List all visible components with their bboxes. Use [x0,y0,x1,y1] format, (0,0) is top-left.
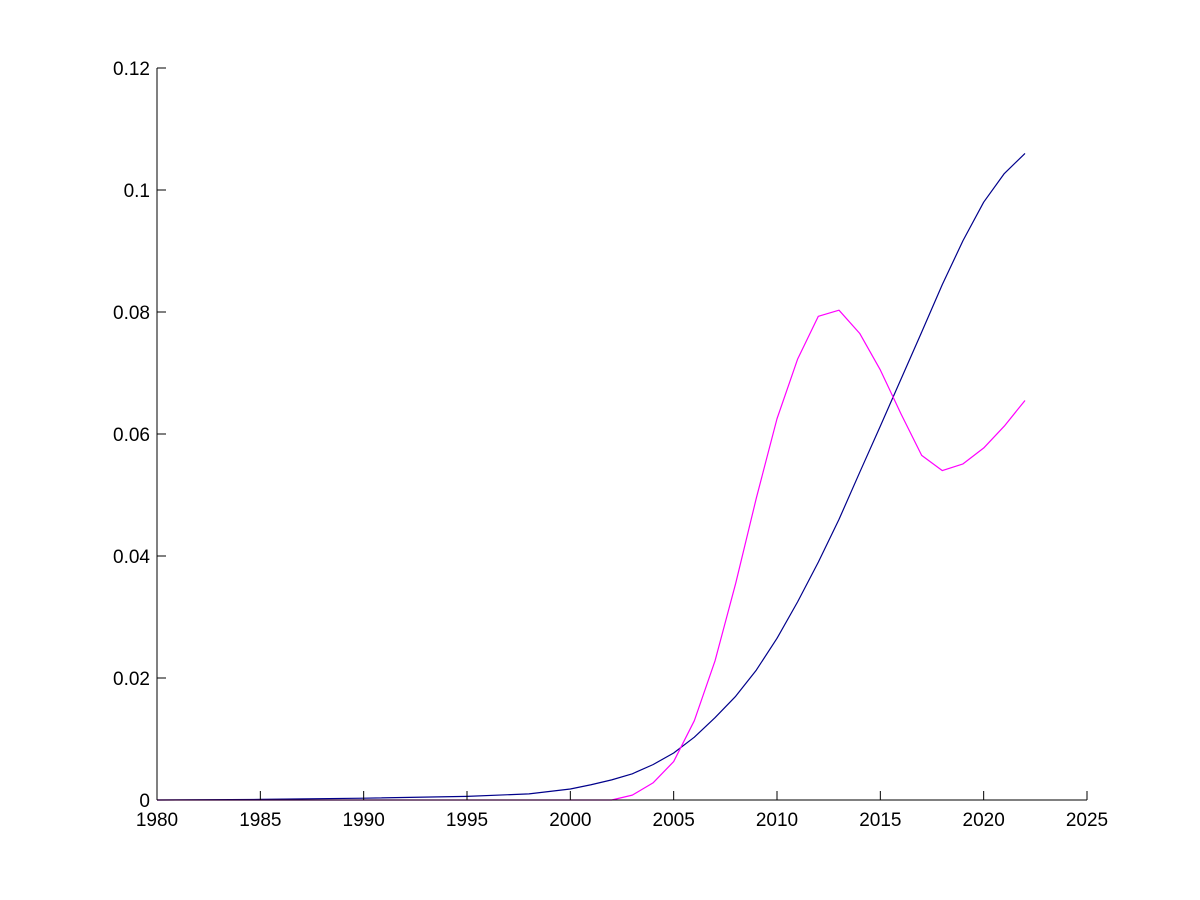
x-tick-label: 1980 [136,810,178,831]
plot-area: 1980 1985 1990 1995 2000 2005 2010 2015 2020 2025… [113,59,1108,831]
x-tick-label: 2010 [756,810,798,831]
y-tick-label: 0.02 [113,669,150,690]
x-tick-label: 1995 [446,810,488,831]
x-tick-label: 2025 [1066,810,1108,831]
y-tick-label: 0.12 [113,59,150,80]
x-tick-label: 1990 [343,810,385,831]
x-tick-label: 2005 [653,810,695,831]
series-line-2 [157,309,1026,801]
y-tick-label: 0.06 [113,425,150,446]
x-tick-label: 2000 [549,810,591,831]
x-tick-label: 2015 [859,810,901,831]
x-tick-label: 1985 [239,810,281,831]
y-tick-label: 0.08 [113,303,150,324]
series-line-1 [156,152,1026,801]
series-layer [156,152,1026,801]
y-tick-label: 0.1 [124,181,150,202]
x-tick-label: 2020 [963,810,1005,831]
y-axis-ticks: 0 0.02 0.04 0.06 0.08 0.1 0.12 [113,59,166,812]
y-tick-label: 0.04 [113,547,150,568]
x-axis-ticks: 1980 1985 1990 1995 2000 2005 2010 2015 2020 2025 [136,791,1108,831]
y-tick-label: 0 [139,791,150,812]
